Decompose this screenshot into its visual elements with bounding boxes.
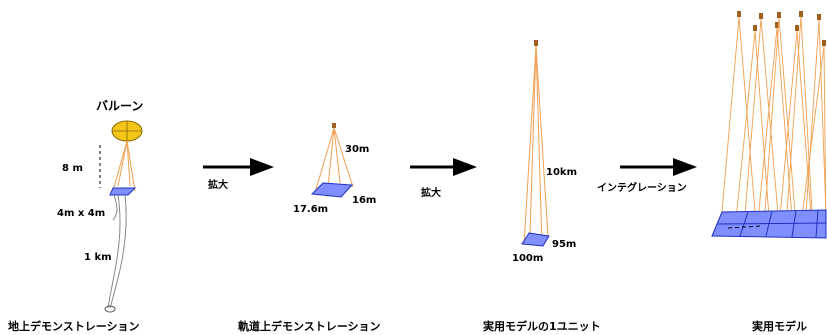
full-model-figure: 実用モデル [711, 11, 827, 333]
ground-cables [112, 140, 136, 192]
ground-demo-figure: バルーン 8 m 4m x 4m 1 km 地上デモンストレーション [8, 99, 143, 333]
unit-side-a-label: 95m [552, 239, 576, 250]
arrow-expand-1: 拡大 [203, 158, 274, 191]
arrow-expand-2: 拡大 [410, 158, 477, 199]
ground-tethers [107, 194, 127, 309]
ground-caption: 地上デモンストレーション [8, 319, 140, 333]
arrow-2-label: 拡大 [421, 186, 441, 199]
full-cables [721, 16, 827, 233]
full-caption: 実用モデル [752, 319, 807, 333]
arrow-integration: インテグレーション [597, 158, 697, 194]
orbit-demo-figure: 30m 16m 17.6m 軌道上デモンストレーション [238, 123, 381, 333]
arrow-3-label: インテグレーション [597, 181, 687, 194]
orbit-top-node [332, 123, 336, 128]
orbit-panel [310, 182, 354, 198]
unit-height-label: 10km [546, 167, 577, 178]
orbit-side-b-label: 17.6m [293, 204, 328, 215]
ground-panel [109, 187, 137, 196]
unit-figure: 10km 95m 100m 実用モデルの1ユニット [483, 40, 601, 333]
orbit-caption: 軌道上デモンストレーション [238, 319, 381, 333]
arrow-1-label: 拡大 [208, 178, 228, 191]
unit-panel [521, 232, 550, 247]
unit-side-b-label: 100m [512, 253, 543, 264]
ground-height-label: 8 m [62, 163, 83, 174]
ground-tether-label: 1 km [84, 252, 112, 263]
orbit-side-a-label: 16m [352, 195, 376, 206]
unit-cables [523, 45, 549, 247]
full-panel-array [711, 209, 827, 239]
unit-caption: 実用モデルの1ユニット [483, 319, 601, 333]
ground-size-label: 4m x 4m [57, 208, 105, 219]
balloon-label: バルーン [96, 99, 143, 113]
orbit-height-label: 30m [345, 144, 369, 155]
unit-top-node [534, 40, 538, 46]
full-top-nodes [737, 11, 826, 46]
ground-anchor-icon [104, 305, 116, 313]
full-dim-line [727, 225, 761, 229]
